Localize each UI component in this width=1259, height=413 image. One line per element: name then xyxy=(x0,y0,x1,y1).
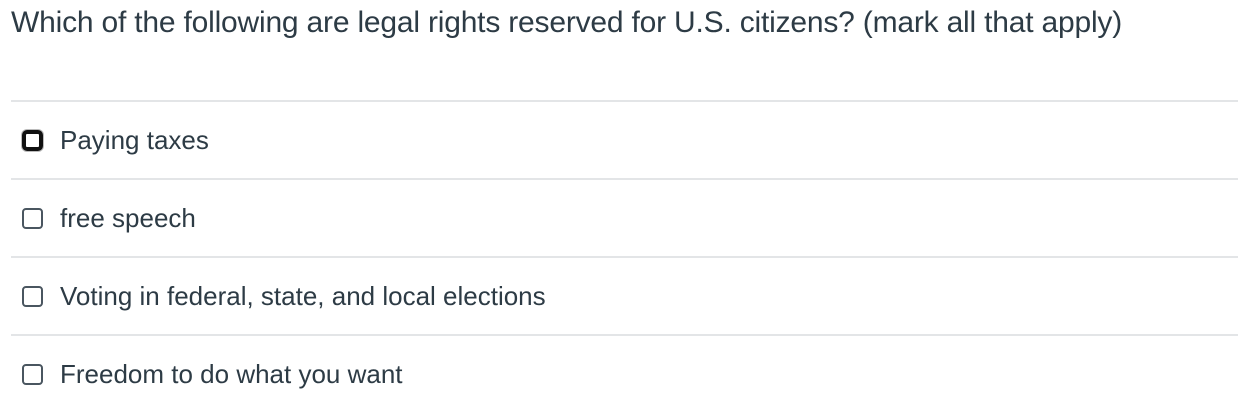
checkbox[interactable] xyxy=(22,363,43,385)
answer-option[interactable]: Freedom to do what you want xyxy=(11,334,1238,412)
question-text: Which of the following are legal rights … xyxy=(11,6,1123,39)
answer-label: Paying taxes xyxy=(60,124,209,155)
answer-label: Voting in federal, state, and local elec… xyxy=(60,280,546,311)
checkbox[interactable] xyxy=(22,129,43,151)
answer-option[interactable]: free speech xyxy=(11,178,1238,256)
answer-label: free speech xyxy=(60,202,196,233)
answer-option[interactable]: Paying taxes xyxy=(11,100,1238,178)
checkbox[interactable] xyxy=(22,207,43,229)
answer-option[interactable]: Voting in federal, state, and local elec… xyxy=(11,256,1238,334)
answer-label: Freedom to do what you want xyxy=(60,358,403,389)
answer-list: Paying taxes free speech Voting in feder… xyxy=(11,100,1238,412)
checkbox[interactable] xyxy=(22,285,43,307)
